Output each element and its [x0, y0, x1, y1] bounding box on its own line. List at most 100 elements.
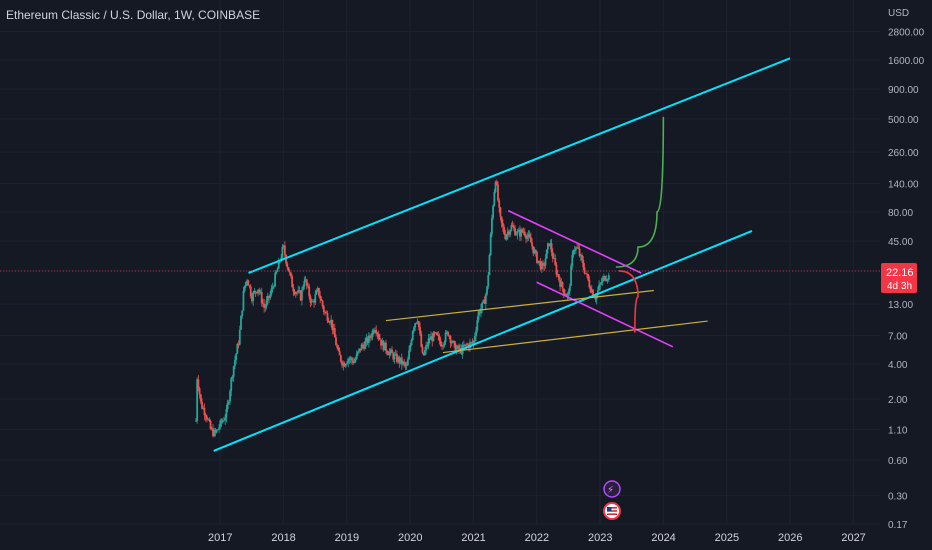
candle — [582, 256, 585, 270]
candle — [555, 261, 558, 278]
candle — [421, 343, 424, 355]
candle-body — [477, 311, 480, 321]
price-tick-label: 7.00 — [888, 332, 908, 343]
candle — [238, 325, 241, 346]
candle-body — [570, 265, 572, 286]
flash-event-icon[interactable]: ⚡ — [603, 480, 621, 498]
candle — [571, 250, 574, 270]
candle — [276, 267, 279, 272]
candle — [290, 272, 292, 279]
last-price-label: 22.16 — [886, 267, 914, 279]
candle-body — [305, 279, 308, 286]
candle-body — [481, 302, 484, 309]
candle — [378, 333, 381, 341]
candle — [533, 246, 536, 255]
candle — [316, 286, 319, 293]
candle — [281, 244, 284, 260]
candle-body — [398, 357, 401, 363]
candle-body — [326, 313, 329, 321]
candle — [456, 344, 459, 349]
candle-body — [276, 268, 279, 272]
channel-line — [213, 229, 753, 452]
candle-body — [216, 429, 219, 431]
time-tick-label: 2019 — [335, 532, 359, 544]
candle — [542, 260, 544, 270]
candle — [590, 284, 593, 294]
candle-body — [310, 301, 313, 303]
price-tick-label: 2800.00 — [888, 27, 925, 38]
candle-body — [486, 286, 488, 295]
candle-body — [430, 336, 432, 340]
candle-body — [564, 293, 566, 295]
candle — [349, 356, 352, 363]
candle-body — [327, 320, 330, 323]
candle — [473, 332, 476, 344]
candle-body — [404, 363, 407, 366]
candle-body — [531, 242, 533, 247]
candle — [514, 225, 516, 236]
candle — [283, 241, 286, 258]
candle-body — [259, 292, 262, 293]
candle — [354, 356, 357, 363]
candle-body — [224, 417, 227, 421]
candle-body — [372, 330, 375, 333]
candle — [271, 282, 274, 293]
candle — [577, 244, 580, 250]
candle-body — [472, 340, 475, 344]
candle-body — [592, 289, 594, 296]
candle — [231, 374, 234, 382]
price-tick-label: 900.00 — [888, 85, 919, 96]
candle — [307, 282, 309, 289]
price-tick-label: 1.10 — [888, 425, 908, 436]
candle-body — [242, 291, 245, 311]
candle-body — [559, 279, 561, 287]
candle-body — [354, 358, 357, 362]
gridlines — [0, 0, 880, 525]
candle-body — [400, 357, 403, 365]
candle — [258, 287, 261, 296]
candle — [553, 253, 555, 259]
candle — [438, 333, 441, 345]
candle-body — [257, 289, 259, 294]
candle-body — [527, 234, 530, 237]
candle-body — [347, 358, 350, 363]
candle — [264, 304, 267, 312]
candle-body — [553, 257, 555, 259]
candle — [303, 276, 306, 290]
candle-body — [285, 254, 287, 264]
candle — [419, 322, 421, 336]
candle-body — [475, 330, 477, 337]
flag-event-icon[interactable] — [603, 502, 621, 520]
candle — [375, 325, 378, 337]
candle — [329, 320, 331, 326]
candle-body — [428, 338, 431, 340]
candle — [482, 299, 485, 304]
candle-body — [575, 247, 577, 251]
candle-body — [561, 281, 564, 289]
candle — [599, 282, 602, 291]
candle — [251, 292, 253, 304]
candle — [282, 244, 285, 249]
candle-body — [195, 420, 197, 422]
time-axis[interactable]: 2017 2018 2019 2020 2021 2022 2023 2024 2025 2026… — [208, 532, 866, 544]
candle-body — [232, 366, 235, 377]
candle — [220, 418, 223, 427]
candle — [225, 404, 228, 423]
candle — [441, 342, 443, 350]
candle — [517, 227, 520, 232]
candle — [573, 245, 576, 255]
candle — [207, 417, 210, 421]
price-tick-label: 4.00 — [888, 360, 908, 371]
candle — [314, 289, 317, 305]
candle-body — [260, 292, 263, 304]
candle-body — [544, 258, 547, 266]
candle — [540, 260, 543, 274]
candle — [600, 277, 603, 286]
candle-body — [392, 353, 395, 360]
candle-body — [262, 303, 264, 305]
candle — [561, 281, 564, 292]
candle — [585, 270, 588, 278]
candle-body — [411, 330, 414, 341]
candle-body — [313, 300, 315, 303]
